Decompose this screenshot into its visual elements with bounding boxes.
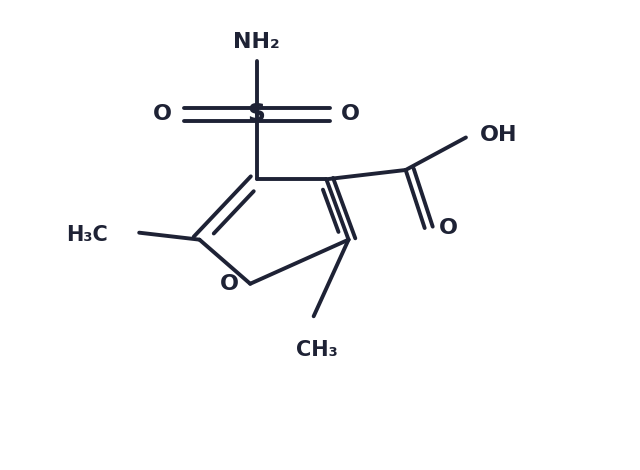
- Text: O: O: [341, 104, 360, 124]
- Text: H₃C: H₃C: [66, 225, 108, 245]
- Text: OH: OH: [480, 125, 517, 145]
- Text: S: S: [248, 102, 266, 126]
- Text: O: O: [153, 104, 172, 124]
- Text: O: O: [438, 218, 458, 238]
- Text: CH₃: CH₃: [296, 340, 338, 360]
- Text: O: O: [220, 274, 239, 294]
- Text: NH₂: NH₂: [233, 31, 280, 52]
